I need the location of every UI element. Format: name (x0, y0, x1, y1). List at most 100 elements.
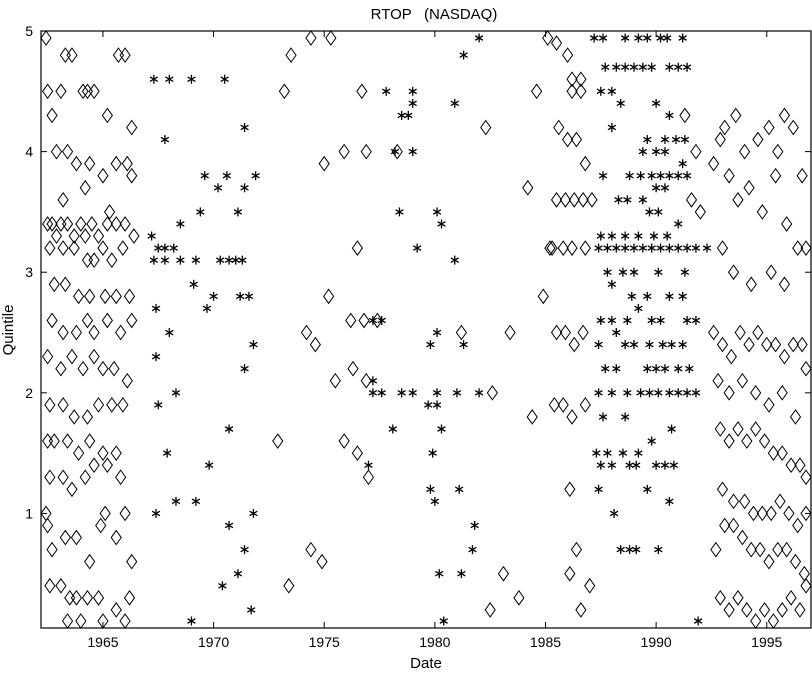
diamond-data-point (126, 553, 138, 570)
asterisk-data-point (634, 303, 643, 313)
diamond-data-point (710, 541, 722, 558)
diamond-data-point (88, 348, 100, 365)
asterisk-data-point (439, 616, 448, 626)
diamond-data-point (88, 252, 100, 269)
asterisk-data-point (691, 315, 701, 325)
diamond-data-point (61, 433, 74, 449)
asterisk-data-point (656, 33, 665, 43)
diamond-data-point (40, 30, 52, 46)
diamond-data-point (347, 360, 359, 377)
asterisk-data-point (474, 33, 484, 43)
asterisk-data-point (213, 183, 223, 193)
diamond-data-point (561, 131, 574, 148)
diamond-data-point (756, 505, 768, 522)
asterisk-data-point (220, 74, 229, 84)
diamond-data-point (81, 312, 94, 329)
diamond-data-point (714, 131, 726, 148)
asterisk-data-point (160, 135, 170, 145)
asterisk-data-point (388, 424, 398, 434)
asterisk-data-point (678, 340, 687, 350)
asterisk-data-point (200, 171, 209, 181)
diamond-data-point (101, 107, 113, 124)
plot-area-frame (40, 30, 812, 629)
asterisk-data-point (408, 147, 417, 157)
diamond-data-point (46, 541, 58, 558)
asterisk-data-point (430, 496, 440, 506)
diamond-data-point (778, 276, 791, 293)
asterisk-data-point (607, 279, 617, 289)
diamond-data-point (126, 119, 138, 136)
diamond-data-point (97, 445, 109, 461)
diamond-data-point (123, 288, 136, 305)
diamond-data-point (787, 119, 799, 136)
diamond-data-point (68, 228, 80, 244)
diamond-data-point (68, 240, 80, 256)
diamond-data-point (566, 83, 578, 100)
asterisk-data-point (645, 340, 654, 350)
asterisk-data-point (674, 243, 683, 253)
asterisk-data-point (249, 340, 258, 350)
diamond-data-point (550, 191, 563, 208)
diamond-data-point (531, 83, 543, 100)
asterisk-data-point (408, 388, 417, 398)
asterisk-data-point (377, 315, 386, 325)
diamond-data-point (537, 288, 549, 305)
diamond-data-point (575, 83, 587, 100)
asterisk-data-point (592, 448, 601, 458)
diamond-data-point (318, 155, 330, 172)
asterisk-data-point (627, 291, 636, 301)
asterisk-data-point (160, 255, 170, 265)
diamond-data-point (577, 324, 589, 341)
diamond-data-point (747, 505, 760, 522)
diamond-data-point (723, 602, 735, 618)
diamond-data-point (50, 228, 63, 244)
diamond-data-point (46, 216, 58, 232)
diamond-data-point (778, 348, 791, 365)
asterisk-data-point (437, 424, 446, 434)
diamond-data-point (79, 179, 91, 196)
asterisk-data-point (682, 62, 692, 72)
diamond-data-point (81, 252, 94, 269)
diamond-data-point (557, 397, 569, 413)
diamond-data-point (97, 360, 109, 377)
diamond-data-point (338, 433, 350, 449)
asterisk-data-point (629, 340, 639, 350)
diamond-data-point (723, 433, 735, 449)
diamond-data-point (99, 505, 111, 522)
diamond-data-point (325, 30, 337, 46)
diamond-data-point (117, 397, 129, 413)
diamond-data-point (708, 324, 720, 341)
diamond-data-point (486, 384, 498, 401)
asterisk-data-point (603, 448, 612, 458)
asterisk-data-point (654, 388, 663, 398)
diamond-data-point (57, 397, 69, 413)
asterisk-data-point (636, 171, 645, 181)
diamond-data-point (110, 288, 122, 305)
diamond-data-point (557, 240, 569, 256)
asterisk-data-point (151, 508, 161, 518)
asterisk-data-point (674, 219, 683, 229)
asterisk-data-point (176, 219, 185, 229)
diamond-data-point (86, 216, 98, 232)
diamond-data-point (767, 445, 779, 461)
diamond-data-point (59, 529, 71, 546)
diamond-data-point (730, 107, 742, 124)
asterisk-data-point (209, 291, 218, 301)
asterisk-data-point (671, 135, 681, 145)
diamond-data-point (575, 71, 587, 88)
diamond-data-point (792, 240, 804, 256)
asterisk-data-point (395, 207, 404, 217)
asterisk-data-point (423, 400, 433, 410)
asterisk-data-point (629, 243, 639, 253)
asterisk-data-point (235, 291, 245, 301)
diamond-data-point (579, 240, 591, 256)
asterisk-data-point (147, 231, 156, 241)
diamond-data-point (712, 372, 724, 389)
diamond-data-point (800, 469, 812, 486)
asterisk-data-point (638, 195, 648, 205)
diamond-data-point (115, 469, 127, 486)
asterisk-data-point (470, 520, 479, 530)
diamond-data-point (272, 433, 284, 449)
diamond-data-point (732, 589, 744, 606)
